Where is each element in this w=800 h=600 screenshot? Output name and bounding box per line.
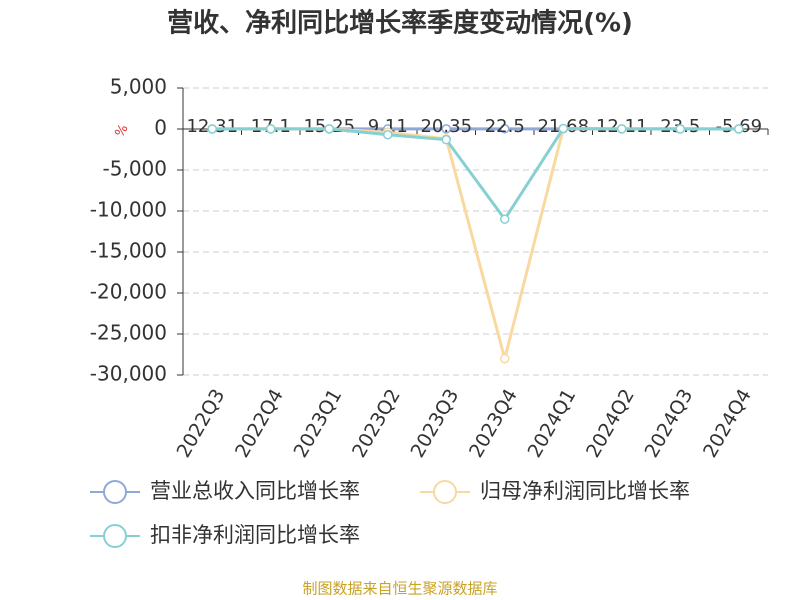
y-tick-label: -25,000 bbox=[90, 321, 167, 345]
point bbox=[441, 124, 451, 134]
point bbox=[617, 124, 627, 134]
point bbox=[500, 214, 510, 224]
point bbox=[383, 129, 393, 140]
data-label: 22.5 bbox=[485, 116, 525, 137]
y-tick-label: -15,000 bbox=[90, 239, 167, 263]
chart-title: 营收、净利同比增长率季度变动情况(%) bbox=[167, 8, 633, 39]
y-tick-label: 5,000 bbox=[110, 75, 167, 99]
point bbox=[324, 124, 334, 134]
legend-label: 归母净利润同比增长率 bbox=[480, 479, 690, 503]
point bbox=[500, 124, 510, 134]
legend-marker bbox=[433, 480, 457, 504]
y-tick-label: -5,000 bbox=[103, 157, 167, 181]
point bbox=[207, 124, 217, 134]
x-tick-label: 2024Q2 bbox=[582, 385, 639, 461]
y-tick-label: 0 bbox=[154, 116, 167, 140]
series-line bbox=[212, 127, 739, 222]
y-tick-label: -30,000 bbox=[90, 362, 167, 386]
point bbox=[734, 124, 744, 134]
legend-label: 扣非净利润同比增长率 bbox=[150, 523, 360, 547]
y-tick-label: -10,000 bbox=[90, 198, 167, 222]
x-tick-label: 2024Q3 bbox=[641, 385, 698, 461]
point bbox=[266, 124, 276, 134]
x-tick-label: 2023Q1 bbox=[290, 385, 347, 461]
point bbox=[500, 353, 510, 364]
source-note: 制图数据来自恒生聚源数据库 bbox=[302, 580, 497, 598]
x-tick-label: 2024Q1 bbox=[524, 385, 581, 461]
x-tick-label: 2024Q4 bbox=[699, 385, 756, 461]
x-tick-label: 2023Q4 bbox=[465, 385, 522, 461]
legend-marker bbox=[103, 480, 127, 504]
legend-label: 营业总收入同比增长率 bbox=[150, 479, 360, 503]
x-tick-label: 2022Q4 bbox=[231, 385, 288, 461]
x-tick-label: 2023Q3 bbox=[407, 385, 464, 461]
series-line bbox=[212, 127, 739, 365]
y-axis-label: % bbox=[112, 122, 131, 140]
y-tick-label: -20,000 bbox=[90, 280, 167, 304]
legend-marker bbox=[103, 524, 127, 548]
point bbox=[558, 123, 568, 134]
point bbox=[441, 134, 451, 145]
data-label: 20.35 bbox=[420, 116, 472, 137]
x-tick-label: 2023Q2 bbox=[348, 385, 405, 461]
x-tick-label: 2022Q3 bbox=[173, 385, 230, 461]
point bbox=[675, 124, 685, 134]
